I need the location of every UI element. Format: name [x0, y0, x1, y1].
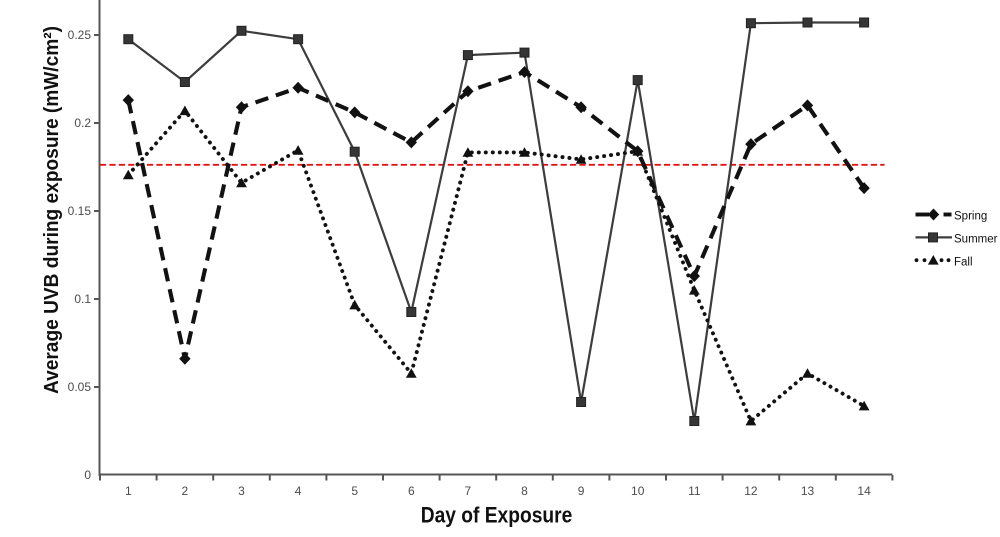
svg-text:14: 14 [857, 484, 871, 498]
svg-text:0.15: 0.15 [68, 204, 92, 218]
svg-text:3: 3 [238, 484, 245, 498]
svg-text:0.2: 0.2 [74, 116, 91, 130]
svg-text:4: 4 [295, 484, 302, 498]
svg-text:6: 6 [408, 484, 415, 498]
svg-text:Summer: Summer [954, 234, 998, 246]
svg-text:8: 8 [521, 484, 528, 498]
svg-text:Fall: Fall [954, 256, 973, 268]
svg-text:2: 2 [182, 484, 189, 498]
svg-text:13: 13 [801, 484, 815, 498]
svg-text:0.1: 0.1 [74, 292, 91, 306]
svg-text:9: 9 [578, 484, 585, 498]
svg-text:10: 10 [631, 484, 645, 498]
svg-text:5: 5 [351, 484, 358, 498]
svg-text:Spring: Spring [954, 211, 987, 223]
svg-text:11: 11 [688, 484, 701, 498]
svg-text:7: 7 [465, 484, 472, 498]
svg-text:0: 0 [84, 468, 91, 482]
svg-text:0.05: 0.05 [68, 380, 92, 394]
svg-text:Day of Exposure: Day of Exposure [421, 503, 573, 528]
svg-text:1: 1 [125, 484, 132, 498]
svg-text:0.25: 0.25 [68, 28, 92, 42]
svg-text:Average UVB during exposure (m: Average UVB during exposure (mW/cm²) [41, 26, 63, 394]
svg-text:12: 12 [744, 484, 758, 498]
